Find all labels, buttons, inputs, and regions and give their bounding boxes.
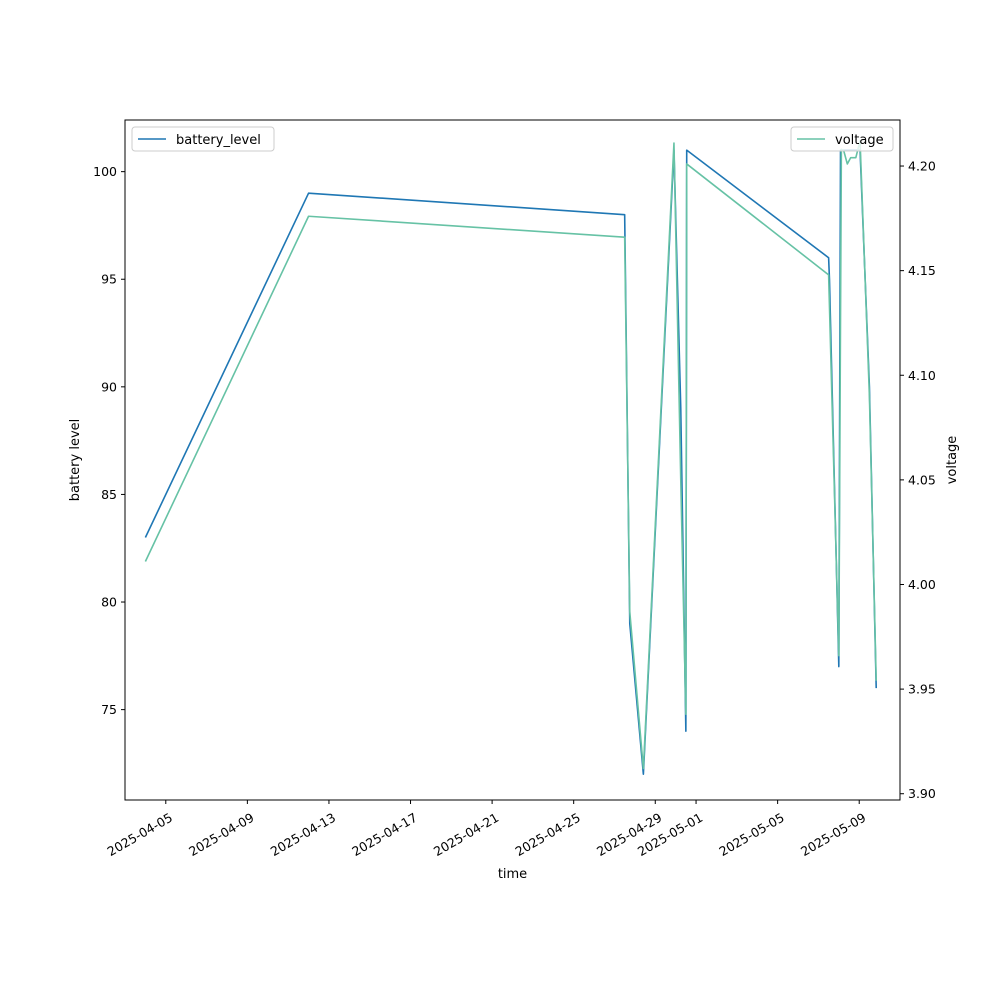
y-right-tick-label: 3.90 bbox=[908, 786, 936, 801]
plot-frame bbox=[124, 119, 901, 801]
y-left-tick-label: 100 bbox=[93, 164, 117, 179]
y-axis-right: 3.90 3.95 4.00 4.05 4.10 4.15 4.20 bbox=[900, 159, 936, 801]
y-left-tick-label: 85 bbox=[101, 487, 117, 502]
y-axis-left-label: battery level bbox=[68, 419, 83, 502]
y-left-tick-label: 90 bbox=[101, 379, 117, 394]
legend-voltage: voltage bbox=[790, 126, 894, 152]
y-right-tick-label: 4.15 bbox=[908, 263, 936, 278]
y-axis-left: 75 80 85 90 95 100 bbox=[93, 164, 125, 717]
y-right-tick-label: 4.00 bbox=[908, 577, 936, 592]
y-right-tick-label: 4.05 bbox=[908, 472, 936, 487]
y-right-tick-label: 4.20 bbox=[908, 159, 936, 174]
y-right-tick-label: 3.95 bbox=[908, 682, 936, 697]
y-axis-right-label: voltage bbox=[945, 436, 960, 485]
legend-label: voltage bbox=[835, 133, 884, 148]
y-left-tick-label: 95 bbox=[101, 272, 117, 287]
legend-box bbox=[131, 126, 275, 152]
x-axis-label: time bbox=[498, 867, 527, 882]
y-left-tick-label: 80 bbox=[101, 595, 117, 610]
y-left-tick-label: 75 bbox=[101, 702, 117, 717]
series-line-voltage bbox=[144, 140, 878, 770]
legend-box bbox=[790, 126, 894, 152]
legend-battery-level: battery_level bbox=[131, 126, 275, 152]
legend-label: battery_level bbox=[176, 133, 261, 148]
y-right-tick-label: 4.10 bbox=[908, 368, 936, 383]
